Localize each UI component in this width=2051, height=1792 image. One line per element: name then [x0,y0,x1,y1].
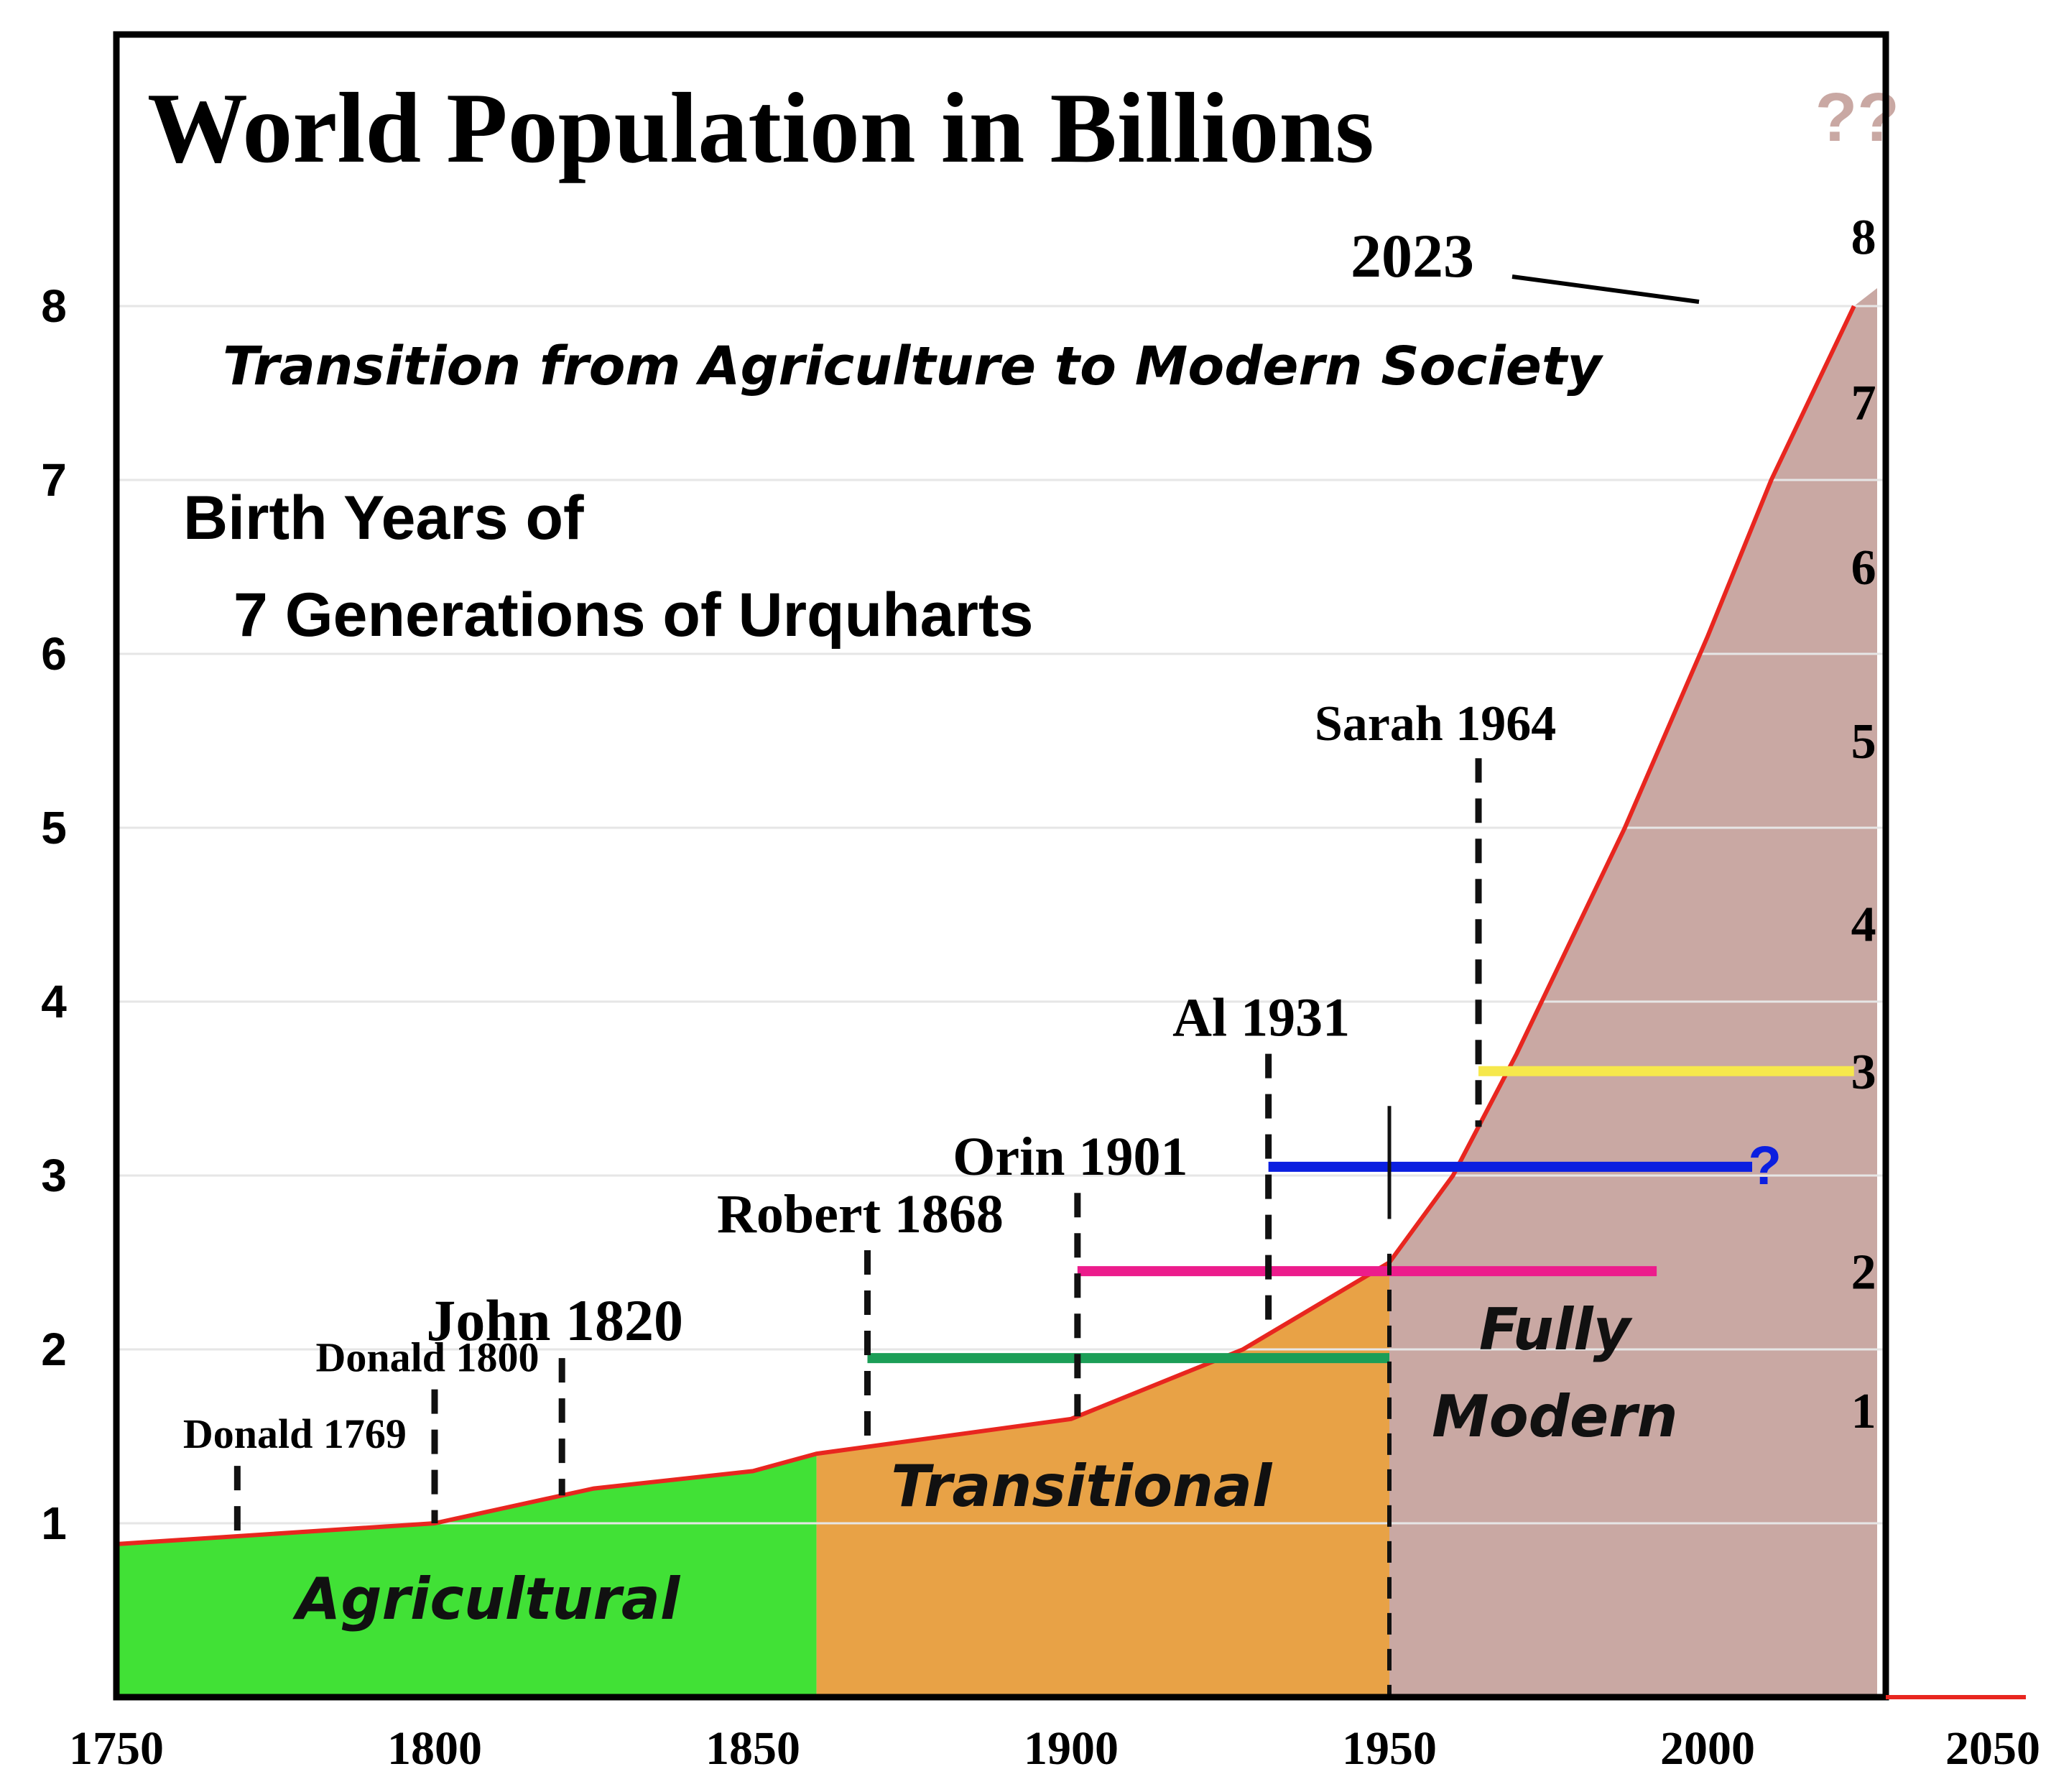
plot-frame [113,31,1889,1701]
birth-label-7: Sarah 1964 [1315,696,1556,752]
axes: 1 2 3 4 5 6 7 8 1750 1800 1850 1900 1950 2000 2050 [41,31,2040,1775]
era-area-2 [816,1262,1389,1697]
x-tick-1750: 1750 [69,1722,164,1775]
population-series-line [116,305,1856,1547]
birth-label-5: Orin 1901 [953,1127,1187,1187]
population-line [116,305,1856,1547]
birth-heading-line-2: 7 Generations of Urquharts [233,581,1033,650]
chart-title: World Population in Billions [147,73,1374,184]
y-tick-7: 7 [41,454,67,506]
x-tick-1950: 1950 [1342,1722,1437,1775]
generation-number-3: 3 [1851,1045,1876,1100]
x-tick-1800: 1800 [387,1722,482,1775]
x-tick-2000: 2000 [1660,1722,1755,1775]
lifespan-bars [867,1066,1854,1364]
birth-markers [233,758,1482,1697]
era-label-agricultural: Agricultural [292,1566,680,1632]
x-tick-1900: 1900 [1024,1722,1119,1775]
y-tick-3: 3 [41,1150,67,1201]
generation-number-8: 8 [1851,210,1876,265]
generation-number-1: 1 [1851,1384,1876,1439]
era-area-1 [116,1454,817,1697]
era-label-fully: Fully [1479,1296,1633,1363]
y-tick-2: 2 [41,1324,67,1375]
x-tick-2050: 2050 [1945,1722,2040,1775]
y-tick-1: 1 [41,1497,67,1549]
x-tick-1850: 1850 [705,1722,800,1775]
y-tick-6: 6 [41,628,67,680]
birth-label-6: Al 1931 [1172,988,1350,1048]
generation-number-2: 2 [1851,1244,1876,1300]
birth-label-1: Donald 1769 [183,1410,407,1457]
generation-number-6: 6 [1851,540,1876,596]
y-tick-5: 5 [41,802,67,854]
open-end-question-label: ? [1749,1135,1782,1196]
birth-heading-line-1: Birth Years of [183,484,584,553]
generation-number-5: 5 [1851,714,1876,770]
era-label-modern: Modern [1432,1383,1678,1450]
era-area-3 [1389,288,1877,1697]
era-areas [116,288,1877,1697]
era-label-transitional: Transitional [891,1453,1273,1520]
callout-year-label: 2023 [1351,221,1474,290]
chart-subtitle: Transition from Agriculture to Modern So… [223,336,1603,397]
callout-pointer-line [1511,274,1700,304]
y-tick-4: 4 [41,976,67,1027]
y-tick-8: 8 [41,280,67,332]
birth-label-3: John 1820 [426,1288,683,1353]
generation-number-4: 4 [1851,897,1876,952]
birth-label-4: Robert 1868 [717,1184,1004,1244]
birth-label-2: Donald 1800 [315,1334,539,1381]
generation-number-7: 7 [1851,375,1876,430]
